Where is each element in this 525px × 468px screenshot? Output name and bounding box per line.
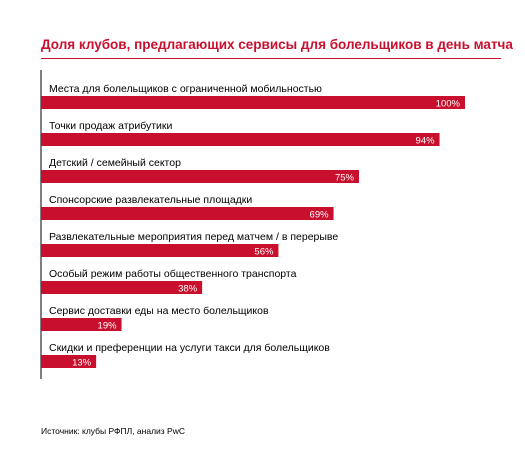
category-label: Детский / семейный сектор [49,157,181,169]
category-label: Точки продаж атрибутики [49,120,173,132]
category-label: Места для болельщиков с ограниченной моб… [49,83,322,95]
category-label: Скидки и преференции на услуги такси для… [49,342,330,354]
bar [41,318,122,331]
bar-value-label: 56% [254,247,274,258]
page-title: Доля клубов, предлагающих сервисы для бо… [41,37,513,52]
category-label: Развлекательные мероприятия перед матчем… [49,231,338,243]
bar-value-label: 13% [72,358,92,369]
category-label: Сервис доставки еды на место болельщиков [49,305,269,317]
bar-value-label: 75% [335,173,355,184]
bar [41,281,203,294]
bar-value-label: 100% [436,99,461,110]
bar [41,133,440,146]
source-note: Источник: клубы РФПЛ, анализ PwC [41,426,185,436]
bar [41,170,359,183]
bar-value-label: 94% [416,136,436,147]
bar-value-label: 19% [98,321,118,332]
bar [41,355,97,368]
bar [41,96,465,109]
title-rule [41,58,501,59]
category-label: Спонсорские развлекательные площадки [49,194,252,206]
bar [41,244,279,257]
bar-value-label: 69% [310,210,330,221]
category-label: Особый режим работы общественного трансп… [49,268,297,280]
bar [41,207,334,220]
bar-value-label: 38% [178,284,198,295]
